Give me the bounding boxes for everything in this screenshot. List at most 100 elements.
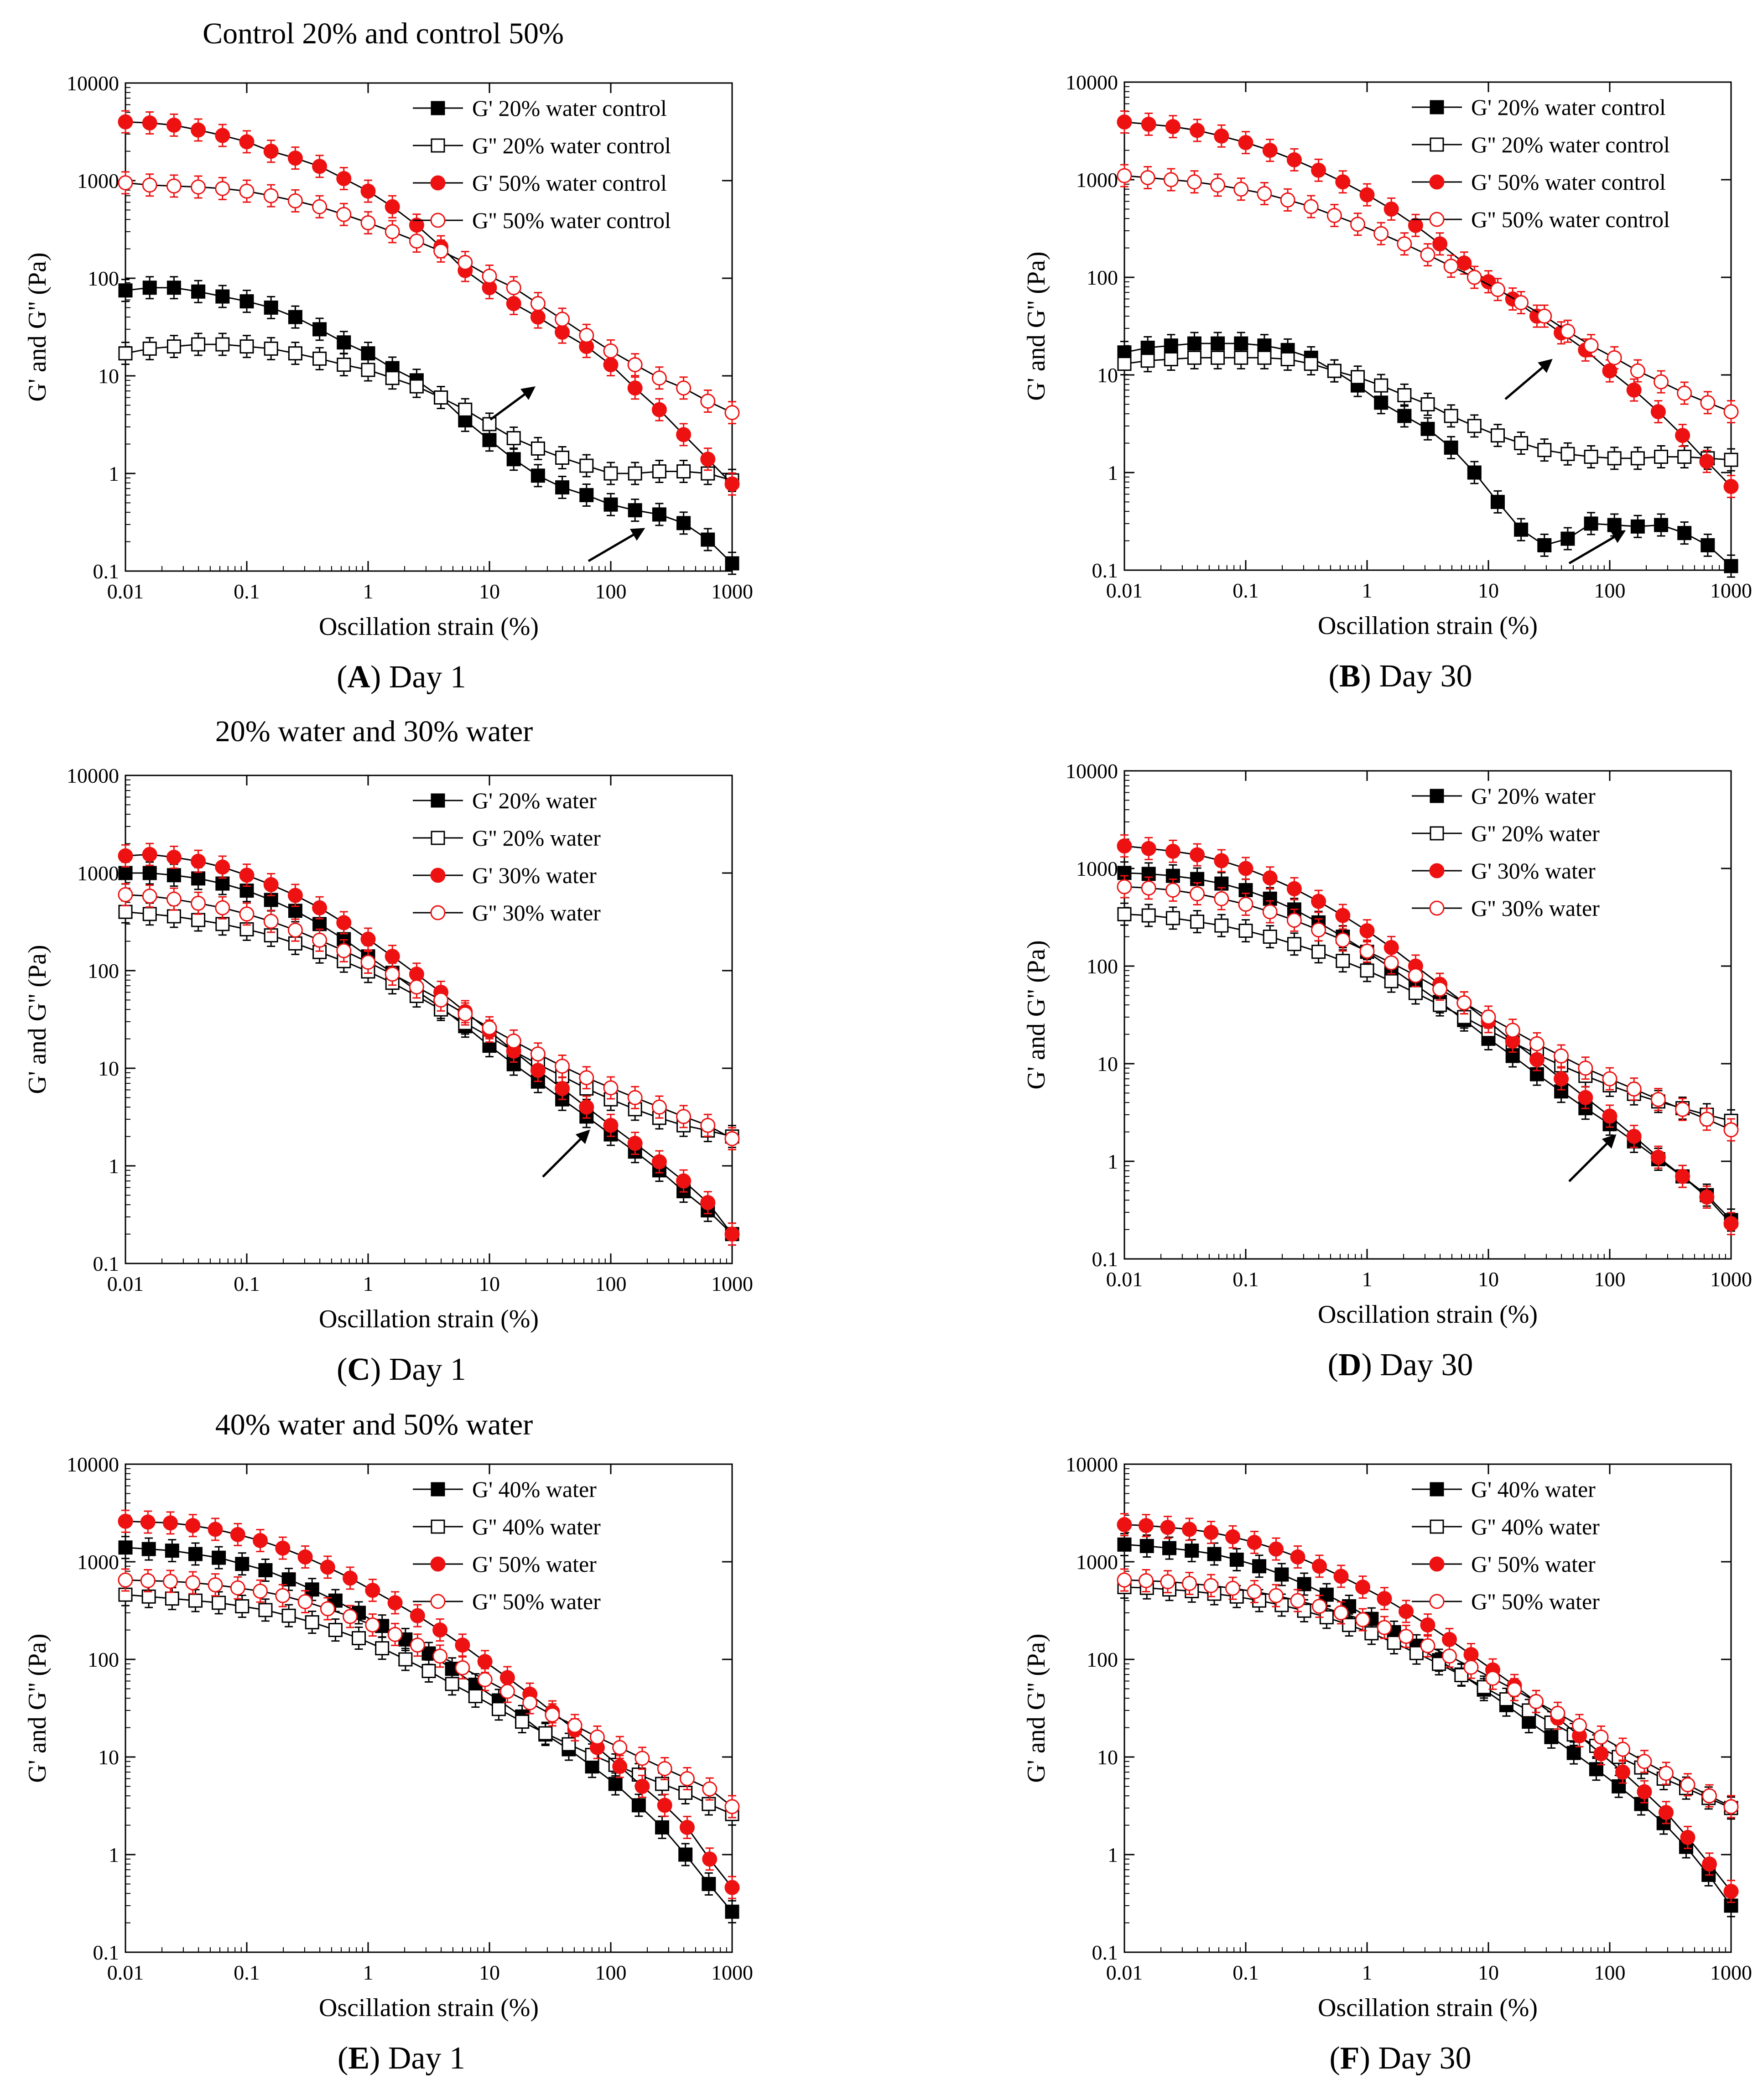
data-point (458, 402, 473, 417)
data-point (142, 889, 157, 904)
data-point (515, 1715, 530, 1729)
data-point (603, 497, 618, 512)
data-point (676, 380, 692, 396)
panel-caption-close: ) Day 30 (1360, 2041, 1472, 2076)
data-point (1311, 162, 1326, 178)
data-point (166, 891, 182, 907)
data-point (1490, 282, 1505, 297)
data-point (361, 346, 375, 361)
legend-marker (1429, 174, 1445, 190)
y-tick-label: 1 (1108, 1150, 1118, 1173)
data-point (455, 1637, 470, 1653)
data-point (657, 1761, 672, 1777)
data-point (1680, 1830, 1695, 1845)
data-point (1467, 465, 1482, 480)
data-point (118, 175, 133, 191)
data-point (337, 358, 351, 372)
series-3 (118, 883, 740, 1150)
data-point (1723, 479, 1739, 494)
y-tick-label: 100 (1087, 955, 1118, 978)
y-tick-label: 10000 (1066, 1453, 1118, 1476)
legend-label: G'' 30% water (472, 900, 601, 925)
data-point (166, 178, 182, 194)
y-axis-title: G' and G'' (Pa) (23, 1633, 52, 1783)
data-point (215, 917, 230, 931)
data-point (385, 967, 400, 982)
data-point (482, 1020, 497, 1035)
data-point (482, 417, 497, 431)
data-point (1383, 955, 1399, 971)
data-point (676, 1109, 692, 1124)
data-point (1677, 526, 1692, 541)
legend-label: G' 50% water control (1471, 169, 1666, 195)
data-point (603, 343, 619, 359)
data-point (140, 1514, 156, 1530)
data-point (724, 1131, 740, 1146)
series-3 (118, 171, 740, 425)
data-point (1397, 388, 1412, 402)
data-point (678, 1785, 693, 1800)
x-tick-label: 1 (1362, 1961, 1373, 1984)
data-point (612, 1740, 628, 1755)
data-point (1443, 259, 1459, 274)
x-tick-label: 0.01 (1106, 1268, 1143, 1291)
data-point (312, 932, 328, 948)
data-point (191, 337, 206, 352)
legend-label: G'' 20% water (472, 825, 601, 851)
data-point (1387, 1636, 1401, 1650)
data-point (305, 1615, 319, 1630)
legend-marker (430, 175, 446, 191)
group-title-1: Control 20% and control 50% (203, 17, 564, 50)
data-point (612, 1759, 628, 1774)
y-axis-title: G' and G'' (Pa) (1022, 940, 1051, 1089)
data-point (312, 322, 327, 337)
x-axis-title: Oscillation strain (%) (1318, 612, 1538, 640)
x-tick-label: 1 (363, 1272, 374, 1295)
data-point (1397, 409, 1412, 423)
data-point (506, 1033, 521, 1049)
y-tick-label: 100 (1087, 1648, 1118, 1671)
data-point (1615, 1764, 1630, 1780)
legend-label: G'' 20% water (1471, 821, 1600, 846)
plot-frame (125, 82, 733, 572)
data-point (1654, 518, 1669, 532)
data-point (579, 458, 594, 473)
data-point (530, 441, 545, 456)
data-point (1514, 436, 1529, 451)
data-point (628, 503, 642, 518)
legend: G' 40% water G'' 40% water G' 50% water G''… (1412, 1476, 1600, 1614)
data-point (239, 134, 255, 150)
data-point (657, 1798, 672, 1813)
data-point (1311, 945, 1326, 959)
x-tick-label: 10 (1478, 579, 1499, 602)
y-tick-label: 1000 (1076, 857, 1118, 880)
data-point (288, 346, 302, 361)
data-point (506, 431, 521, 446)
data-point (142, 115, 157, 131)
data-point (1311, 922, 1326, 938)
data-point (434, 390, 448, 405)
data-point (1141, 880, 1156, 896)
x-axis-title: Oscillation strain (%) (319, 613, 539, 641)
data-point (188, 1593, 203, 1608)
data-point (538, 1726, 553, 1741)
legend-marker (430, 1556, 446, 1572)
data-point (263, 188, 279, 203)
data-point (118, 1572, 133, 1588)
data-point (297, 1594, 313, 1610)
series-0 (118, 276, 739, 575)
data-point (142, 341, 157, 356)
data-point (1408, 218, 1423, 233)
y-tick-label: 100 (88, 1648, 119, 1671)
chart-panel-e: 0.01 0.1 1 10 100 10000.1110100100010000Oscil… (23, 1453, 753, 2076)
x-tick-label: 100 (595, 1961, 627, 1984)
x-tick-label: 0.1 (234, 1961, 260, 1984)
data-point (1160, 1520, 1175, 1535)
panel-caption: (B) Day 30 (1329, 659, 1472, 694)
y-tick-label: 1000 (1076, 168, 1118, 192)
data-point (1637, 1784, 1652, 1799)
data-point (1304, 357, 1318, 371)
data-point (724, 1227, 740, 1242)
data-point (1140, 353, 1155, 368)
data-point (1383, 201, 1399, 217)
